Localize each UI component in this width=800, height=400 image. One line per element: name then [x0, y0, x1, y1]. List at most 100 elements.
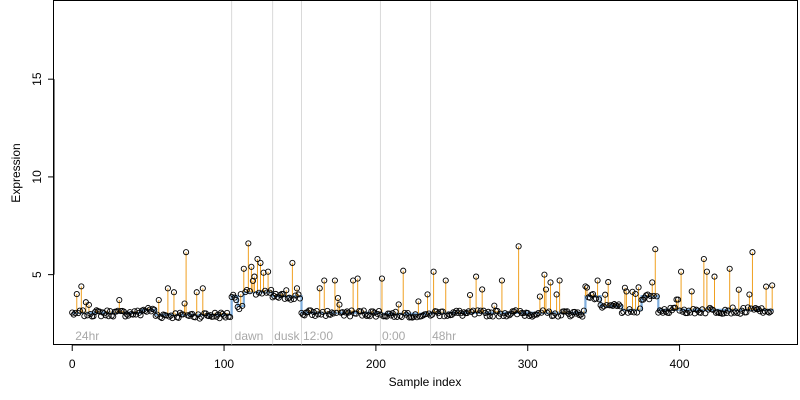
data-point	[304, 309, 311, 316]
data-point	[526, 312, 533, 320]
data-point	[530, 312, 537, 319]
data-point	[166, 313, 173, 320]
data-point	[263, 289, 270, 296]
data-point	[180, 311, 187, 318]
data-point	[354, 275, 361, 282]
data-point	[254, 255, 261, 263]
data-point	[199, 285, 206, 292]
x-tick-label: 100	[214, 357, 234, 371]
data-point	[688, 288, 695, 295]
data-point	[340, 312, 348, 319]
data-point	[211, 309, 218, 316]
data-point	[763, 283, 770, 290]
data-point	[293, 285, 300, 292]
data-point	[386, 310, 393, 317]
data-point	[132, 311, 140, 318]
data-point	[321, 277, 328, 284]
data-point	[170, 289, 178, 296]
data-point	[444, 312, 451, 319]
data-point	[589, 290, 597, 298]
data-point	[617, 303, 624, 310]
data-point	[671, 304, 679, 311]
data-point	[687, 309, 694, 316]
data-point	[81, 313, 88, 320]
y-tick-label: 10	[30, 170, 44, 184]
data-point	[176, 309, 184, 316]
data-point	[609, 302, 616, 309]
data-point	[553, 291, 560, 298]
data-points	[69, 240, 776, 322]
data-point	[189, 310, 196, 318]
data-point	[747, 305, 754, 312]
data-point	[216, 315, 223, 322]
data-point	[91, 309, 99, 316]
data-point	[233, 296, 240, 304]
data-point	[357, 308, 364, 315]
data-point	[395, 301, 402, 308]
data-point	[290, 296, 297, 303]
data-point	[78, 283, 85, 290]
data-point	[702, 310, 709, 317]
data-point	[547, 279, 554, 286]
data-point	[236, 306, 243, 313]
data-point	[652, 246, 659, 253]
data-point	[419, 312, 427, 319]
data-point	[143, 308, 150, 315]
data-point	[542, 286, 550, 293]
data-point	[315, 311, 322, 318]
data-point	[599, 304, 606, 311]
data-point	[319, 308, 326, 315]
data-point	[605, 279, 612, 286]
data-point	[650, 292, 657, 299]
y-axis: 5 10 15	[30, 72, 55, 278]
data-point	[227, 314, 234, 321]
data-point	[260, 269, 267, 276]
data-point	[248, 263, 255, 270]
data-point	[646, 296, 653, 303]
data-point	[243, 286, 250, 294]
data-point	[424, 291, 431, 298]
data-point	[536, 293, 543, 300]
data-point	[272, 290, 279, 298]
data-point	[647, 293, 654, 300]
data-point	[706, 304, 713, 311]
data-point	[269, 294, 276, 301]
data-point	[634, 309, 641, 316]
data-point	[415, 298, 422, 305]
data-point	[611, 301, 618, 308]
data-point	[146, 306, 153, 313]
data-point	[681, 306, 688, 313]
data-point	[621, 284, 628, 291]
data-point	[296, 295, 304, 302]
data-point	[527, 311, 534, 318]
data-point	[336, 301, 343, 308]
data-point	[172, 310, 179, 317]
data-point	[579, 313, 586, 320]
data-point	[316, 285, 323, 292]
data-point	[347, 313, 354, 320]
data-point	[618, 309, 625, 317]
data-point	[627, 308, 635, 315]
data-point	[630, 309, 638, 316]
data-point	[571, 308, 578, 315]
data-point	[295, 291, 302, 298]
data-point	[544, 309, 551, 316]
data-point	[398, 313, 405, 321]
data-point	[580, 307, 587, 314]
data-point	[114, 307, 121, 314]
data-point	[678, 268, 685, 275]
data-point	[245, 240, 252, 247]
data-point	[90, 313, 97, 320]
data-point	[573, 310, 580, 317]
data-point	[515, 243, 522, 250]
data-point	[129, 311, 137, 318]
data-point	[629, 288, 636, 295]
data-point	[287, 296, 294, 303]
data-point	[735, 286, 742, 293]
data-point	[334, 294, 341, 302]
data-point	[360, 307, 367, 314]
data-point	[265, 268, 272, 275]
data-point	[749, 249, 756, 256]
data-point	[539, 307, 546, 314]
